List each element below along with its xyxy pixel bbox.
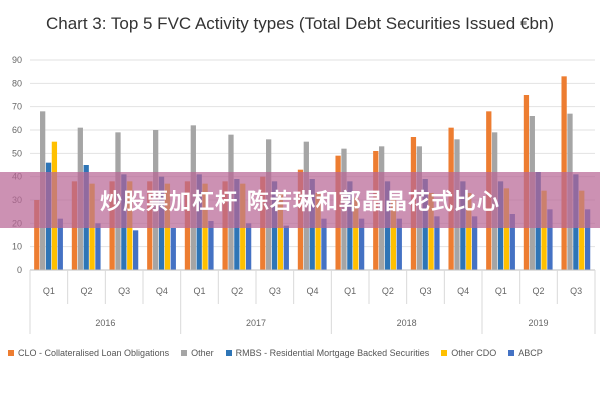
bar-abcp — [57, 218, 63, 270]
y-tick-label: 90 — [12, 55, 22, 65]
x-group-label: 2019 — [528, 318, 548, 328]
x-tick-label: Q4 — [306, 286, 318, 296]
legend-label: Other CDO — [451, 348, 497, 358]
legend-swatch — [181, 350, 188, 356]
x-tick-label: Q1 — [344, 286, 356, 296]
legend-label: CLO - Collateralised Loan Obligations — [18, 348, 170, 358]
bar-abcp — [321, 218, 327, 270]
y-tick-label: 80 — [12, 78, 22, 88]
bar-other_cdo — [503, 188, 510, 270]
bar-abcp — [471, 216, 478, 270]
x-tick-label: Q3 — [269, 286, 281, 296]
legend-label: RMBS - Residential Mortgage Backed Secur… — [235, 348, 430, 358]
bar-abcp — [358, 218, 365, 270]
bar-other_cdo — [428, 193, 434, 270]
chart-title: Chart 3: Top 5 FVC Activity types (Total… — [45, 14, 555, 33]
y-tick-label: 60 — [12, 125, 22, 135]
x-tick-label: Q2 — [532, 286, 544, 296]
legend-label: ABCP — [518, 348, 543, 358]
x-tick-label: Q2 — [382, 286, 394, 296]
x-tick-label: Q3 — [419, 286, 431, 296]
bar-abcp — [95, 223, 101, 270]
bar-abcp — [509, 214, 515, 270]
x-tick-label: Q4 — [457, 286, 469, 296]
legend-swatch — [225, 350, 232, 356]
x-tick-label: Q2 — [80, 286, 92, 296]
legend-item-rmbs: RMBS - Residential Mortgage Backed Secur… — [225, 348, 430, 358]
y-tick-label: 10 — [12, 242, 22, 252]
x-tick-label: Q1 — [193, 286, 205, 296]
x-group-label: 2017 — [246, 318, 266, 328]
legend-swatch — [508, 350, 515, 356]
bar-abcp — [132, 230, 139, 270]
x-group-label: 2018 — [397, 318, 417, 328]
x-tick-label: Q3 — [118, 286, 130, 296]
legend-item-clo: CLO - Collateralised Loan Obligations — [8, 348, 169, 358]
legend-swatch — [441, 350, 448, 356]
bar-abcp — [283, 225, 289, 270]
x-tick-label: Q1 — [43, 286, 55, 296]
bar-other_cdo — [315, 193, 321, 270]
bar-abcp — [208, 221, 214, 270]
overlay-banner: 炒股票加杠杆 陈若琳和郭晶晶花式比心 — [0, 172, 600, 228]
x-tick-label: Q4 — [156, 286, 168, 296]
legend-item-other_cdo: Other CDO — [441, 348, 496, 358]
x-tick-label: Q2 — [231, 286, 243, 296]
legend-label: Other — [191, 348, 214, 358]
legend-swatch — [8, 350, 14, 356]
overlay-banner-text: 炒股票加杠杆 陈若琳和郭晶晶花式比心 — [100, 190, 500, 215]
bar-clo — [34, 200, 40, 270]
legend-item-abcp: ABCP — [508, 348, 543, 358]
y-tick-label: 50 — [12, 148, 22, 158]
x-group-label: 2016 — [95, 318, 115, 328]
bar-other_cdo — [579, 190, 585, 270]
legend-item-other: Other — [181, 348, 214, 358]
bar-abcp — [245, 223, 252, 270]
bar-other_cdo — [390, 197, 397, 270]
bar-other_cdo — [466, 193, 472, 270]
bar-abcp — [547, 209, 553, 270]
x-tick-label: Q1 — [495, 286, 507, 296]
y-tick-label: 70 — [12, 102, 22, 112]
chart-legend: CLO - Collateralised Loan Obligations Oth… — [8, 348, 598, 358]
bar-other_cdo — [541, 190, 547, 270]
bar-abcp — [170, 228, 176, 270]
x-tick-label: Q3 — [570, 286, 582, 296]
bar-abcp — [584, 209, 591, 270]
bar-abcp — [434, 216, 440, 270]
y-tick-label: 0 — [17, 265, 22, 275]
bar-other_cdo — [353, 197, 359, 270]
bar-other_cdo — [277, 193, 284, 270]
bar-abcp — [396, 218, 402, 270]
